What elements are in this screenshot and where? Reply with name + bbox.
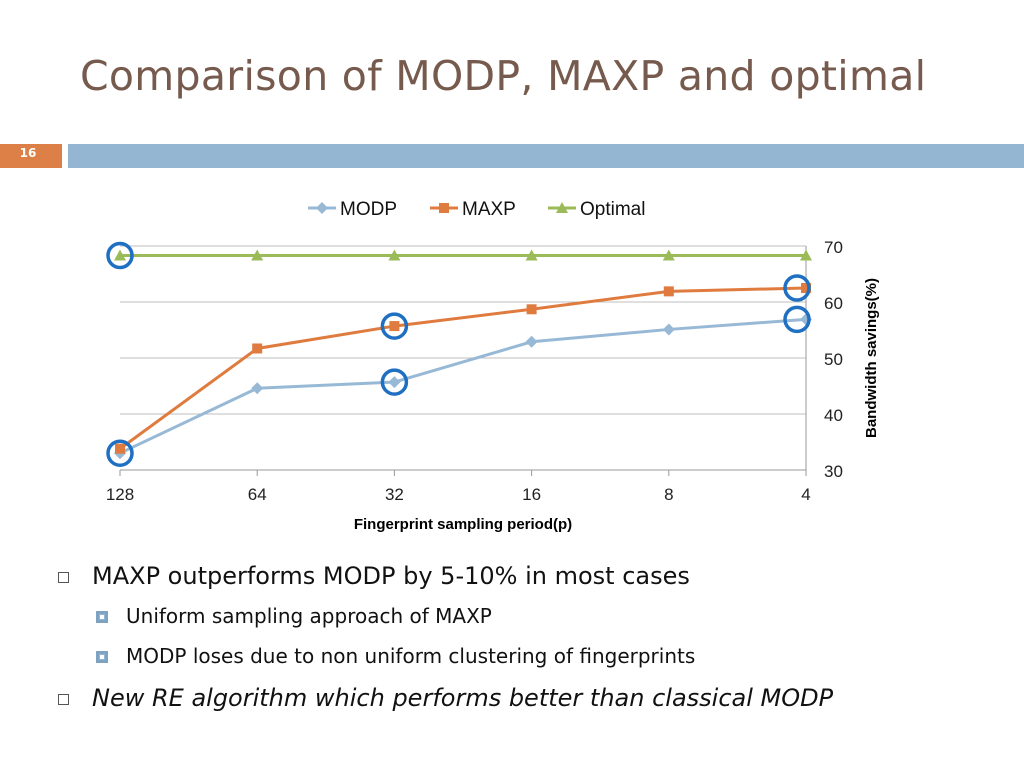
sub-bullet-item: MODP loses due to non uniform clustering… xyxy=(58,644,998,684)
triangle-marker xyxy=(556,202,568,213)
highlight-circle xyxy=(380,312,409,340)
bullet-item: New RE algorithm which performs better t… xyxy=(58,684,998,726)
x-tick-label: 4 xyxy=(801,485,810,504)
square-bullet-icon xyxy=(58,694,69,705)
slide-number: 16 xyxy=(19,146,37,160)
highlight-circle xyxy=(783,305,811,334)
slide-number-box xyxy=(0,144,62,168)
y-tick-label: 30 xyxy=(824,462,843,481)
y-tick-label: 60 xyxy=(824,294,843,313)
bullet-text: New RE algorithm which performs better t… xyxy=(92,684,834,712)
series-line-maxp xyxy=(119,286,807,450)
y-tick-label: 70 xyxy=(824,238,843,257)
square-marker xyxy=(439,203,449,213)
sub-bullet-item: Uniform sampling approach of MAXP xyxy=(58,604,998,644)
x-axis-title: Fingerprint sampling period(p) xyxy=(354,516,572,533)
bullet-text: MAXP outperforms MODP by 5-10% in most c… xyxy=(92,562,690,590)
highlight-circle xyxy=(106,439,134,467)
highlight-circle xyxy=(380,368,409,396)
bullet-list: MAXP outperforms MODP by 5-10% in most c… xyxy=(58,562,998,726)
x-tick-label: 8 xyxy=(664,485,673,504)
filled-square-bullet-icon xyxy=(96,611,108,623)
triangle-marker xyxy=(114,249,126,261)
square-marker xyxy=(389,321,400,332)
triangle-marker xyxy=(388,249,401,261)
x-tick-label: 32 xyxy=(385,485,404,504)
triangle-marker xyxy=(525,249,538,261)
legend-label: Optimal xyxy=(580,199,645,220)
x-tick-label: 64 xyxy=(248,485,267,504)
x-tick-label: 16 xyxy=(522,485,541,504)
diamond-marker xyxy=(662,323,675,336)
triangle-marker xyxy=(662,249,675,261)
sub-bullet-text: MODP loses due to non uniform clustering… xyxy=(126,644,696,668)
square-marker xyxy=(663,286,674,297)
slide-title: Comparison of MODP, MAXP and optimal xyxy=(80,52,927,100)
triangle-marker xyxy=(800,249,812,261)
diamond-marker xyxy=(388,376,401,389)
y-tick-label: 40 xyxy=(824,406,843,425)
sub-bullet-text: Uniform sampling approach of MAXP xyxy=(126,604,492,628)
triangle-marker xyxy=(251,249,264,261)
filled-square-bullet-icon xyxy=(96,651,108,663)
square-marker xyxy=(526,304,537,315)
diamond-marker xyxy=(251,382,264,395)
legend-label: MAXP xyxy=(462,199,516,220)
y-axis-title: Bandwidth savings(%) xyxy=(863,278,880,438)
square-marker xyxy=(115,443,125,454)
square-marker xyxy=(801,283,811,293)
square-marker xyxy=(252,343,263,354)
line-chart: 30 40 50 60 70 128 64 32 16 8 4 Fingerprint samplin… xyxy=(106,199,880,533)
diamond-marker xyxy=(316,202,328,214)
legend-label: MODP xyxy=(340,199,397,220)
series-line-modp xyxy=(119,317,807,455)
highlight-circle xyxy=(106,241,134,270)
diamond-marker xyxy=(525,335,538,348)
bullet-item: MAXP outperforms MODP by 5-10% in most c… xyxy=(58,562,998,604)
accent-bar xyxy=(68,144,1024,168)
y-tick-label: 50 xyxy=(824,350,843,369)
highlight-circle xyxy=(783,274,811,302)
square-bullet-icon xyxy=(58,572,69,583)
x-tick-label: 128 xyxy=(106,485,134,504)
